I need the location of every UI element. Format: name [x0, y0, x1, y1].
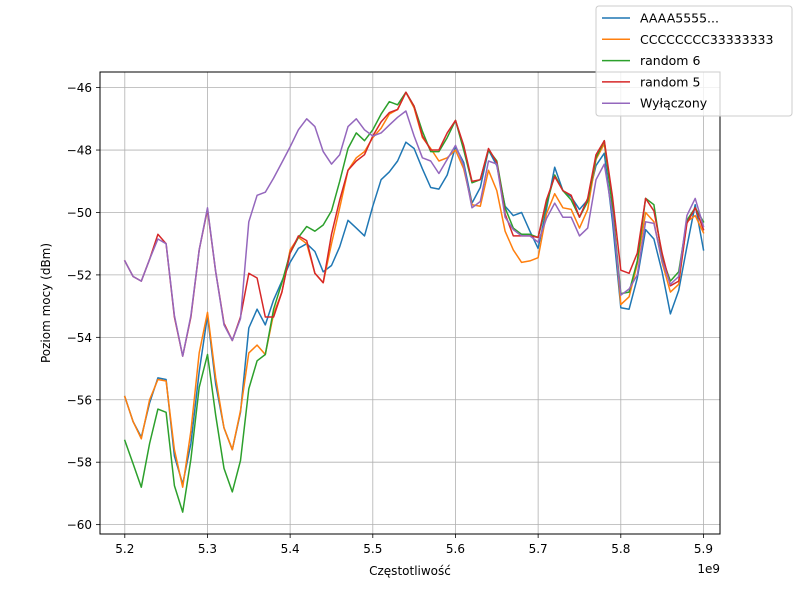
- plot-area-frame: [99, 71, 721, 535]
- legend-entry-label: CCCCCCCC33333333: [640, 32, 773, 47]
- x-tick-label: 5.5: [363, 542, 382, 556]
- x-tick-label: 5.6: [446, 542, 465, 556]
- series-lines: [123, 91, 705, 513]
- series-line-3: [123, 91, 705, 513]
- x-tick-label: 5.3: [198, 542, 217, 556]
- x-tick-label: 5.4: [281, 542, 300, 556]
- y-tick-label: −58: [67, 456, 92, 470]
- legend-entry-label: random 5: [640, 74, 700, 89]
- y-tick-label: −50: [67, 206, 92, 220]
- legend-entry-label: AAAA5555...: [640, 11, 719, 26]
- legend-entry-label: Wyłączony: [640, 96, 708, 111]
- y-tick-label: −60: [67, 518, 92, 532]
- x-tick-label: 5.9: [694, 542, 713, 556]
- legend-entry-label: random 6: [640, 53, 700, 68]
- y-tick-label: −56: [67, 393, 92, 407]
- x-axis-ticks: 5.2 5.3 5.4 5.5 5.6 5.7 5.8 5.9: [115, 534, 713, 556]
- x-tick-label: 5.8: [611, 542, 630, 556]
- y-axis-label: Poziom mocy (dBm): [39, 243, 53, 363]
- series-line-5: [123, 110, 705, 357]
- y-axis-ticks: −60 −58 −56 −54 −52 −50 −48 −46: [67, 81, 100, 532]
- x-tick-label: 5.2: [115, 542, 134, 556]
- y-tick-label: −48: [67, 144, 92, 158]
- legend-box: [595, 5, 793, 117]
- series-line-2: [123, 91, 705, 488]
- x-tick-label: 5.7: [529, 542, 548, 556]
- series-line-1: [123, 141, 705, 485]
- x-axis-offset-label: 1e9: [697, 562, 720, 576]
- y-tick-label: −46: [67, 81, 92, 95]
- legend: AAAA5555... CCCCCCCC33333333 random 6 rando…: [595, 5, 793, 117]
- y-tick-label: −52: [67, 268, 92, 282]
- grid-lines: [100, 72, 720, 534]
- y-tick-label: −54: [67, 331, 92, 345]
- x-axis-label: Częstotliwość: [369, 564, 451, 578]
- series-line-4: [123, 91, 705, 357]
